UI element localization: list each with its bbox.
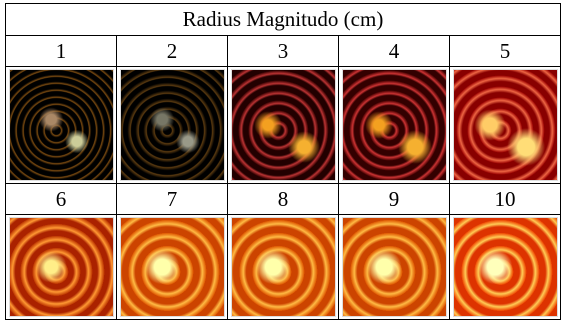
page: Radius Magnitudo (cm) 12345678910 (() =>… [0, 0, 566, 324]
radius-label: 5 [450, 36, 561, 67]
image-cell [228, 215, 339, 320]
image-cell [228, 67, 339, 184]
heatmap-image [120, 69, 225, 181]
heatmap-image [453, 217, 558, 317]
image-cell [450, 215, 561, 320]
image-cell [6, 215, 117, 320]
image-cell [117, 215, 228, 320]
table-title: Radius Magnitudo (cm) [6, 4, 561, 36]
heatmap-image [9, 217, 114, 317]
heatmap-image [231, 69, 336, 181]
heatmap-image [342, 217, 447, 317]
image-cell [117, 67, 228, 184]
radius-label: 4 [339, 36, 450, 67]
radius-label: 8 [228, 184, 339, 215]
title-row: Radius Magnitudo (cm) [6, 4, 561, 36]
heatmap-image [9, 69, 114, 181]
heatmap-image [120, 217, 225, 317]
radius-label: 7 [117, 184, 228, 215]
image-row [6, 67, 561, 184]
radius-label: 9 [339, 184, 450, 215]
radius-label: 2 [117, 36, 228, 67]
image-cell [6, 67, 117, 184]
heatmap-image [342, 69, 447, 181]
image-row [6, 215, 561, 320]
image-cell [339, 67, 450, 184]
heatmap-image [453, 69, 558, 181]
image-cell [339, 215, 450, 320]
radius-label: 10 [450, 184, 561, 215]
radius-label: 6 [6, 184, 117, 215]
image-cell [450, 67, 561, 184]
radius-label: 3 [228, 36, 339, 67]
heatmap-image [231, 217, 336, 317]
radius-label: 1 [6, 36, 117, 67]
